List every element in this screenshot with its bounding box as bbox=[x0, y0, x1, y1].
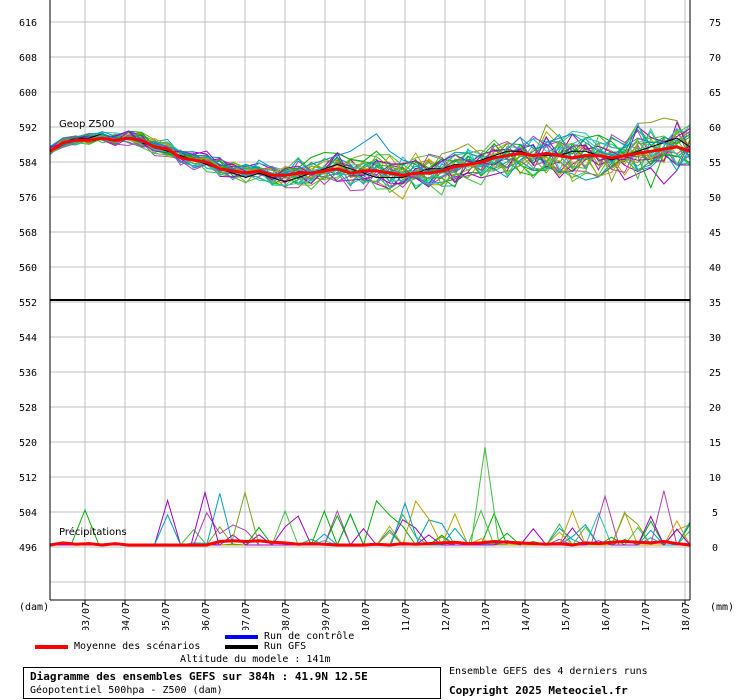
right-tick-label: 35 bbox=[709, 298, 721, 309]
precip-peak-line bbox=[470, 446, 500, 546]
x-tick-label: 07/07 bbox=[241, 602, 252, 630]
right-tick-label: 15 bbox=[709, 438, 721, 449]
right-tick-label: 20 bbox=[709, 403, 721, 414]
info-title: Diagramme des ensembles GEFS sur 384h : … bbox=[30, 670, 368, 683]
right-axis-unit: (mm) bbox=[710, 602, 734, 613]
precip-peak-line bbox=[70, 508, 100, 546]
ensemble-member-line bbox=[49, 122, 691, 187]
precip-peak-line bbox=[590, 494, 620, 546]
precip-mean-line bbox=[49, 539, 691, 547]
left-tick-label: 496 bbox=[19, 543, 37, 554]
ensemble-member-line bbox=[49, 130, 690, 185]
right-tick-label: 25 bbox=[709, 368, 721, 379]
ensemble-member-line bbox=[49, 128, 691, 187]
mean-swatch bbox=[35, 645, 68, 649]
ensemble-member-line bbox=[49, 134, 691, 185]
x-tick-label: 11/07 bbox=[401, 602, 412, 630]
x-tick-label: 18/07 bbox=[681, 602, 692, 630]
right-tick-label: 55 bbox=[709, 158, 721, 169]
footer: Run de contrôle Moyenne des scénarios Ru… bbox=[0, 628, 740, 700]
x-tick-label: 15/07 bbox=[561, 602, 572, 630]
left-tick-label: 616 bbox=[19, 18, 37, 29]
copyright: Copyright 2025 Meteociel.fr bbox=[449, 684, 628, 697]
right-tick-label: 50 bbox=[709, 193, 721, 204]
control-swatch bbox=[225, 635, 258, 639]
left-tick-label: 504 bbox=[19, 508, 37, 519]
left-tick-label: 512 bbox=[19, 473, 37, 484]
right-tick-label: 65 bbox=[709, 88, 721, 99]
x-tick-label: 12/07 bbox=[441, 602, 452, 630]
mean-line bbox=[49, 136, 691, 177]
x-tick-label: 05/07 bbox=[161, 602, 172, 630]
x-tick-label: 03/07 bbox=[81, 602, 92, 630]
left-tick-label: 536 bbox=[19, 368, 37, 379]
left-tick-label: 584 bbox=[19, 158, 37, 169]
x-tick-label: 10/07 bbox=[361, 602, 372, 630]
left-tick-label: 592 bbox=[19, 123, 37, 134]
ensemble-member-line bbox=[49, 125, 691, 181]
right-tick-label: 75 bbox=[709, 18, 721, 29]
left-tick-label: 568 bbox=[19, 228, 37, 239]
right-tick-label: 10 bbox=[709, 473, 721, 484]
right-tick-label: 60 bbox=[709, 123, 721, 134]
x-tick-label: 04/07 bbox=[121, 602, 132, 630]
left-tick-label: 520 bbox=[19, 438, 37, 449]
precip-peak-line bbox=[190, 490, 220, 546]
control-line bbox=[49, 133, 691, 179]
x-tick-label: 17/07 bbox=[641, 602, 652, 630]
info-subtitle: Géopotentiel 500hpa - Z500 (dam) bbox=[30, 685, 223, 696]
left-tick-label: 552 bbox=[19, 298, 37, 309]
left-tick-label: 576 bbox=[19, 193, 37, 204]
axes: 6166086005925845765685605525445365285205… bbox=[19, 0, 721, 630]
x-tick-label: 13/07 bbox=[481, 602, 492, 630]
left-tick-label: 528 bbox=[19, 403, 37, 414]
right-tick-label: 30 bbox=[709, 333, 721, 344]
left-tick-label: 608 bbox=[19, 53, 37, 64]
right-tick-label: 0 bbox=[712, 543, 718, 554]
ensemble-chart: 6166086005925845765685605525445365285205… bbox=[19, 0, 735, 630]
right-tick-label: 5 bbox=[712, 508, 718, 519]
right-tick-label: 70 bbox=[709, 53, 721, 64]
right-tick-label: 40 bbox=[709, 263, 721, 274]
ensemble-label: Ensemble GEFS des 4 derniers runs bbox=[449, 666, 648, 677]
info-box: Diagramme des ensembles GEFS sur 384h : … bbox=[23, 667, 441, 699]
x-tick-label: 08/07 bbox=[281, 602, 292, 630]
left-tick-label: 560 bbox=[19, 263, 37, 274]
model-altitude: Altitude du modele : 141m bbox=[180, 654, 331, 665]
precip-title: Précipitations bbox=[59, 526, 127, 538]
left-tick-label: 600 bbox=[19, 88, 37, 99]
x-tick-label: 09/07 bbox=[321, 602, 332, 630]
x-tick-label: 06/07 bbox=[201, 602, 212, 630]
right-tick-label: 45 bbox=[709, 228, 721, 239]
main-series bbox=[49, 133, 691, 547]
gfs-legend-label: Run GFS bbox=[264, 641, 307, 652]
geop-title: Geop Z500 bbox=[59, 119, 114, 130]
ensemble-member-line bbox=[49, 124, 691, 186]
ensemble-member-line bbox=[49, 138, 691, 183]
precip-peak-line bbox=[230, 490, 260, 546]
precip-peak-line bbox=[390, 501, 420, 546]
control-legend-label: Run de contrôle bbox=[264, 631, 355, 642]
mean-legend-label: Moyenne des scénarios bbox=[74, 641, 201, 652]
left-tick-label: 544 bbox=[19, 333, 37, 344]
gfs-swatch bbox=[225, 645, 258, 649]
left-axis-unit: (dam) bbox=[19, 602, 49, 613]
x-tick-label: 16/07 bbox=[601, 602, 612, 630]
x-tick-label: 14/07 bbox=[521, 602, 532, 630]
